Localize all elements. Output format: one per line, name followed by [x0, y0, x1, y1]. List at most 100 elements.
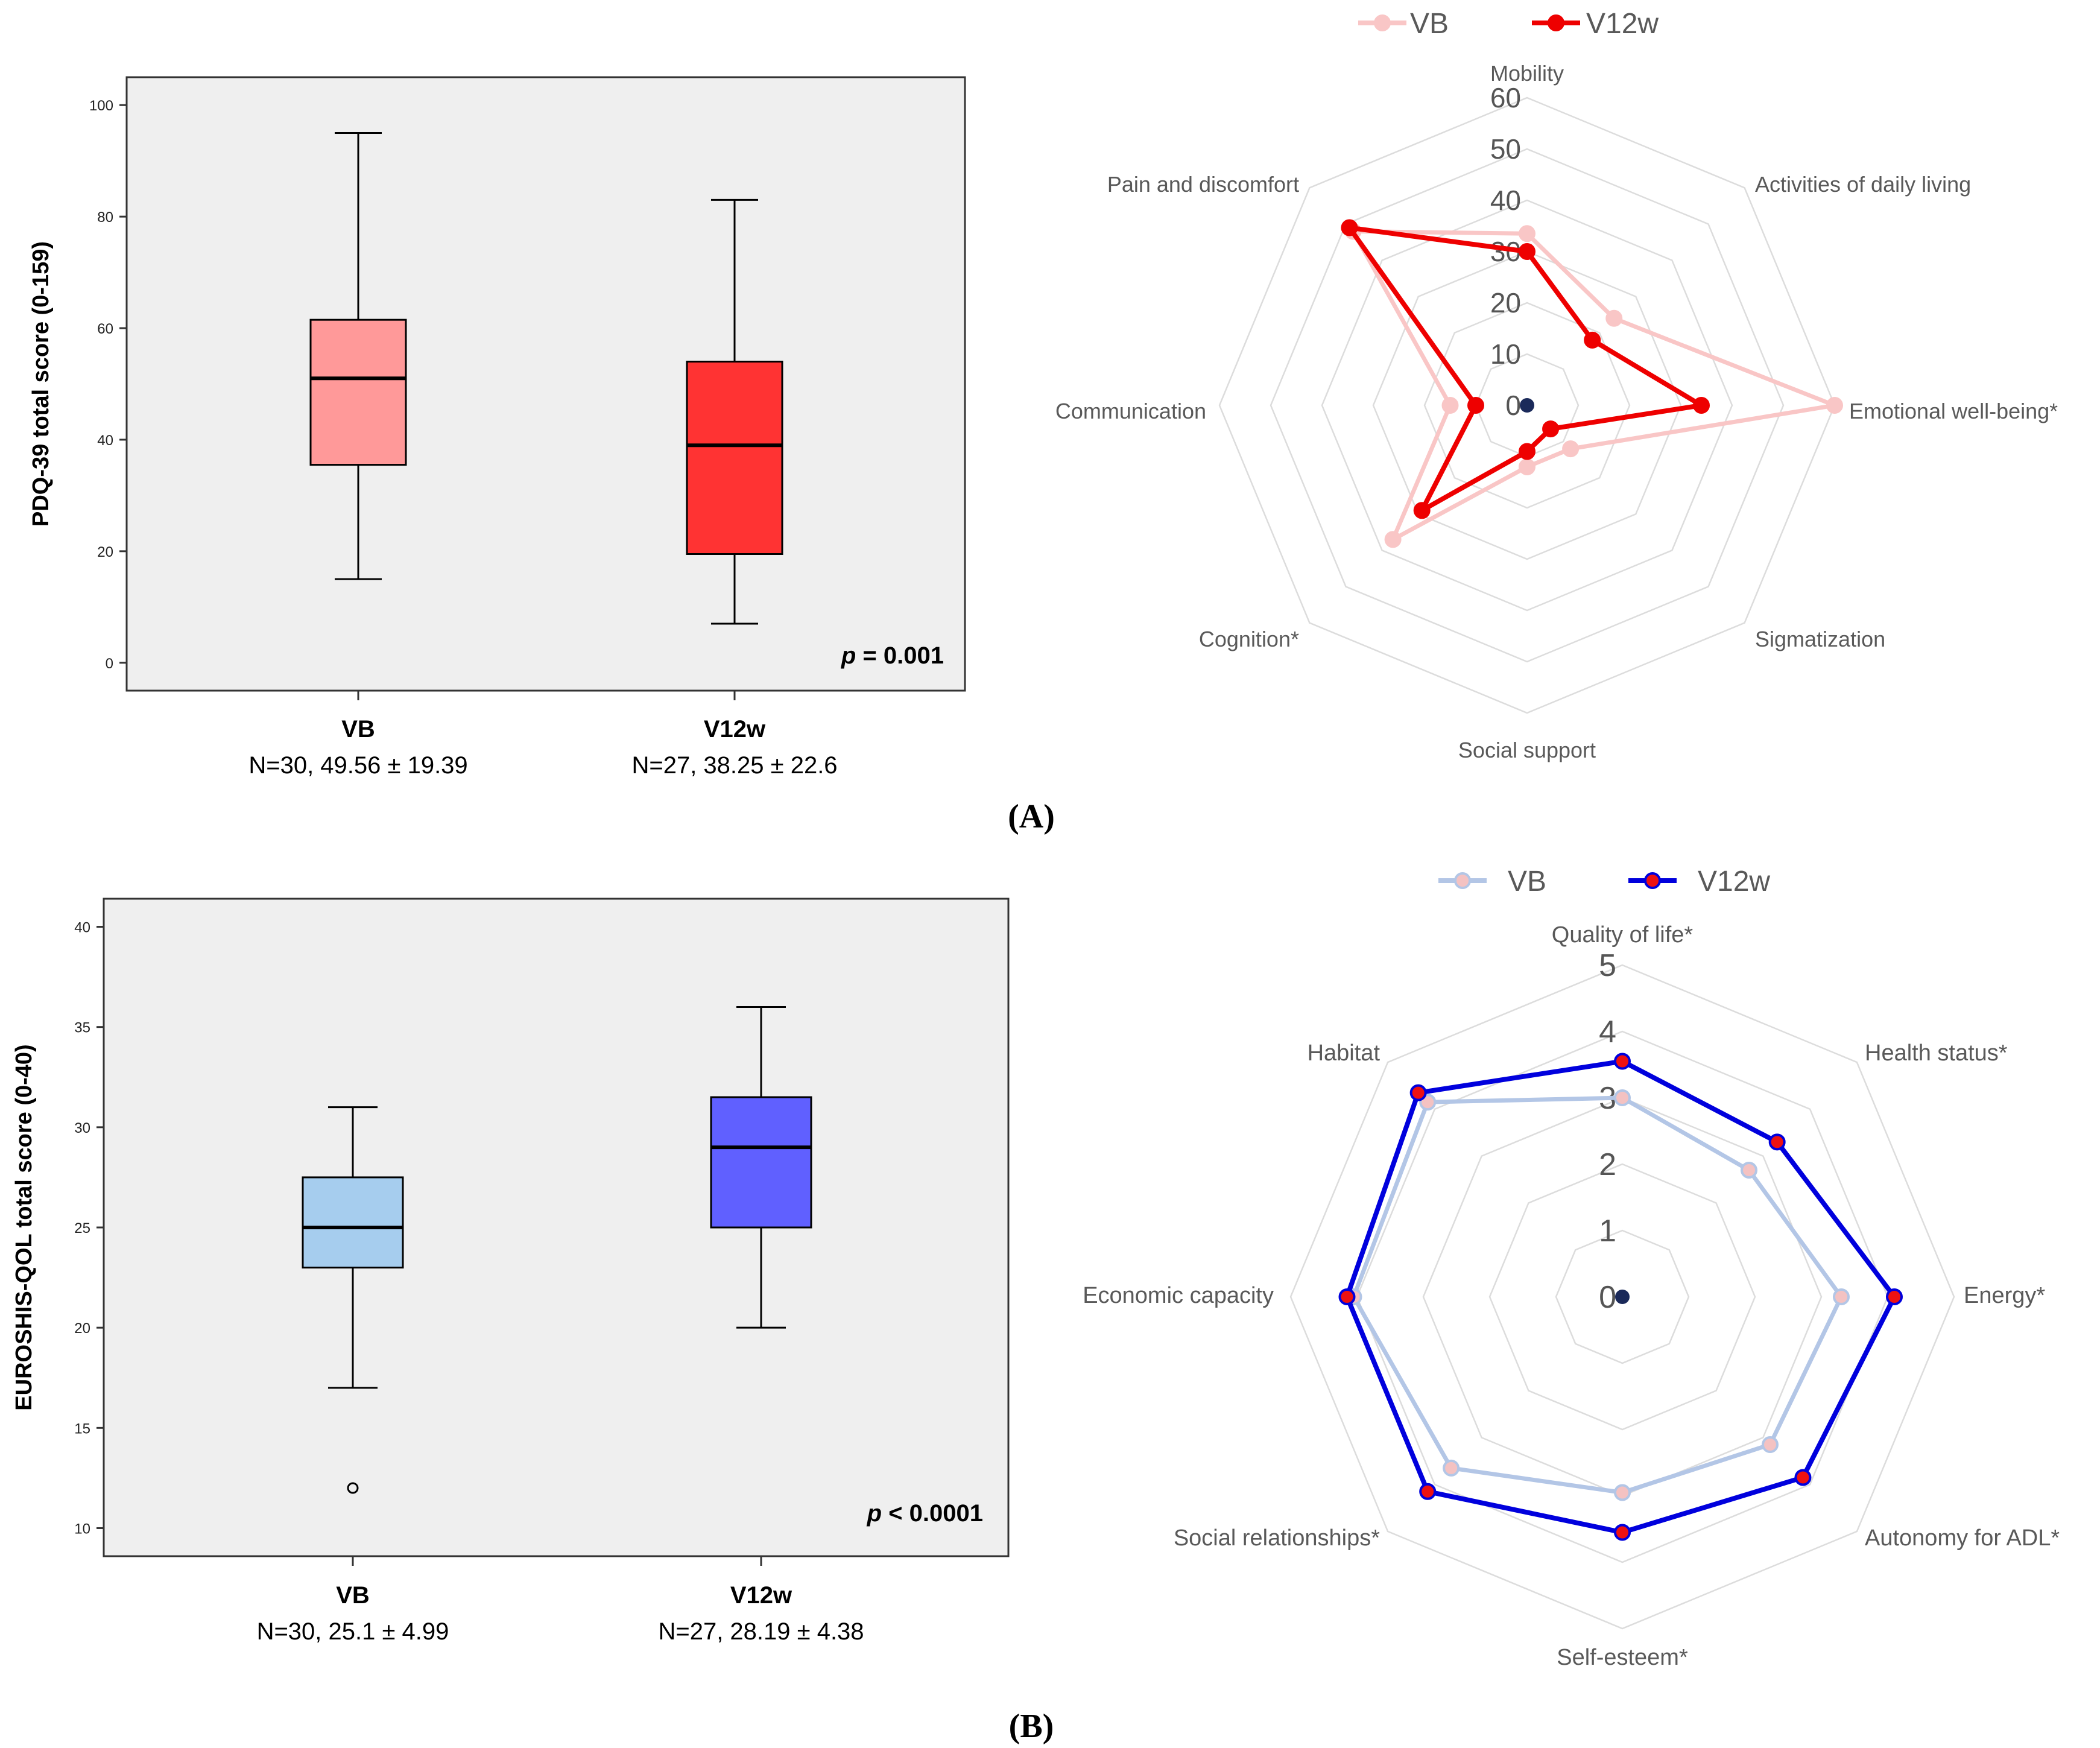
category-label: V12w: [704, 716, 766, 743]
legend-label: V12w: [1586, 8, 1659, 40]
y-tick-label: 35: [74, 1020, 90, 1036]
radar-axis-label: Economic capacity: [1083, 1283, 1274, 1308]
data-point-v12w: [1413, 502, 1431, 519]
data-point-v12w: [1519, 243, 1535, 260]
y-tick-label: 0: [106, 656, 113, 672]
y-axis-label: PDQ-39 total score (0-159): [28, 241, 54, 527]
legend-marker-vb: [1374, 14, 1391, 31]
radar-gridline: [1488, 1163, 1756, 1431]
radar-gridline: [1270, 148, 1785, 663]
y-tick-label: 25: [74, 1220, 90, 1237]
y-tick-label: 40: [74, 920, 90, 936]
y-tick-label: 20: [97, 544, 113, 560]
data-point-vb: [1826, 397, 1843, 414]
data-point-vb: [1519, 225, 1535, 242]
y-tick-label: 20: [74, 1320, 90, 1337]
radar-scale-label: 40: [1490, 185, 1521, 216]
box-vb: [309, 318, 407, 466]
data-point-vb: [1441, 397, 1459, 414]
y-tick-label: 60: [97, 321, 113, 337]
data-point-vb: [1384, 531, 1402, 548]
data-point-vb: [1741, 1161, 1758, 1179]
center-marker: [1615, 1290, 1630, 1304]
group-stats-label: N=30, 49.56 ± 19.39: [248, 752, 467, 779]
radar-axis-label: Mobility: [1490, 61, 1564, 86]
data-point-v12w: [1584, 331, 1601, 349]
legend-marker-v12w: [1644, 872, 1661, 889]
radar-scale-label: 20: [1490, 287, 1521, 318]
radar-scale-label: 50: [1490, 133, 1521, 165]
data-point-vb: [1562, 440, 1580, 458]
plot-frame: [125, 76, 966, 692]
radar-scale-label: 60: [1490, 82, 1521, 113]
p-value-label: p = 0.001: [841, 642, 944, 669]
data-point-v12w: [1519, 443, 1535, 460]
radar-axis-label: Sigmatization: [1755, 627, 1885, 651]
data-point-v12w: [1614, 1524, 1631, 1541]
plot-frame: [103, 898, 1010, 1557]
data-point-v12w: [1886, 1288, 1903, 1305]
legend-label: VB: [1410, 8, 1449, 40]
center-marker: [1520, 398, 1534, 413]
y-tick-label: 30: [74, 1120, 90, 1136]
panel-label-b: (B): [1009, 1708, 1054, 1745]
y-tick-label: 100: [89, 98, 113, 114]
p-symbol: p: [867, 1500, 882, 1527]
data-point-v12w: [1768, 1133, 1786, 1151]
series-line-vb: [1352, 1095, 1844, 1495]
radar-axis-label: Pain and discomfort: [1107, 172, 1299, 197]
y-tick-label: 15: [74, 1420, 90, 1437]
radar-gridline: [1218, 97, 1836, 714]
radar-gridline: [1321, 199, 1733, 612]
p-value: = 0.001: [856, 642, 944, 669]
radar-axis-label: Autonomy for ADL*: [1865, 1525, 2060, 1551]
radar-gridline: [1289, 964, 1955, 1630]
radar-gridline: [1555, 1229, 1690, 1364]
radar-axis-label: Social relationships*: [1174, 1525, 1380, 1551]
y-tick-label: 40: [97, 432, 113, 449]
radar-axis-label: Energy*: [1964, 1283, 2045, 1308]
data-point-v12w: [1693, 397, 1710, 414]
data-point-v12w: [1542, 420, 1560, 438]
outlier-point: [347, 1482, 359, 1494]
panel-label-a: (A): [1008, 798, 1055, 835]
data-point-v12w: [1467, 397, 1484, 414]
radar-scale-label: 1: [1599, 1214, 1616, 1249]
radar-axis-label: Habitat: [1308, 1040, 1380, 1066]
data-point-vb: [1833, 1288, 1850, 1305]
y-tick-label: 10: [74, 1521, 90, 1537]
box-plot-pdq39: 0 20 40 60 80 100 PDQ-39 total score (0-159) VB…: [28, 76, 966, 779]
data-point-v12w: [1341, 219, 1358, 236]
p-value-label: p < 0.0001: [867, 1500, 983, 1527]
data-point-vb: [1519, 458, 1535, 475]
radar-axis-label: Health status*: [1865, 1040, 2008, 1066]
radar-axis-label: Communication: [1055, 399, 1206, 423]
radar-scale-label: 0: [1505, 390, 1521, 421]
radar-scale-label: 2: [1599, 1147, 1616, 1182]
legend-marker-vb: [1454, 872, 1471, 889]
data-point-vb: [1762, 1436, 1779, 1454]
category-label: VB: [336, 1582, 370, 1609]
data-point-v12w: [1419, 1483, 1437, 1500]
legend-label: VB: [1508, 866, 1546, 898]
data-point-vb: [1605, 309, 1623, 327]
radar-axis-label: Social support: [1458, 738, 1596, 762]
radar-axis-label: Activities of daily living: [1755, 172, 1971, 197]
data-point-v12w: [1338, 1288, 1356, 1305]
data-point-v12w: [1409, 1084, 1427, 1101]
legend-marker-v12w: [1548, 14, 1564, 31]
radar-axis-label: Self-esteem*: [1557, 1645, 1688, 1670]
box-vb: [302, 1176, 404, 1268]
box-v12w: [686, 361, 783, 555]
group-stats-label: N=27, 38.25 ± 22.6: [631, 752, 837, 779]
data-point-vb: [1614, 1089, 1631, 1106]
p-value: < 0.0001: [882, 1500, 983, 1527]
radar-axis-label: Quality of life*: [1552, 922, 1694, 948]
radar-axis-label: Emotional well-being*: [1849, 399, 2058, 423]
y-tick-label: 80: [97, 209, 113, 226]
box-plot-euroshis: 10 15 20 25 30 35 40 EUROSHIS-QOL total score (…: [11, 898, 1010, 1645]
